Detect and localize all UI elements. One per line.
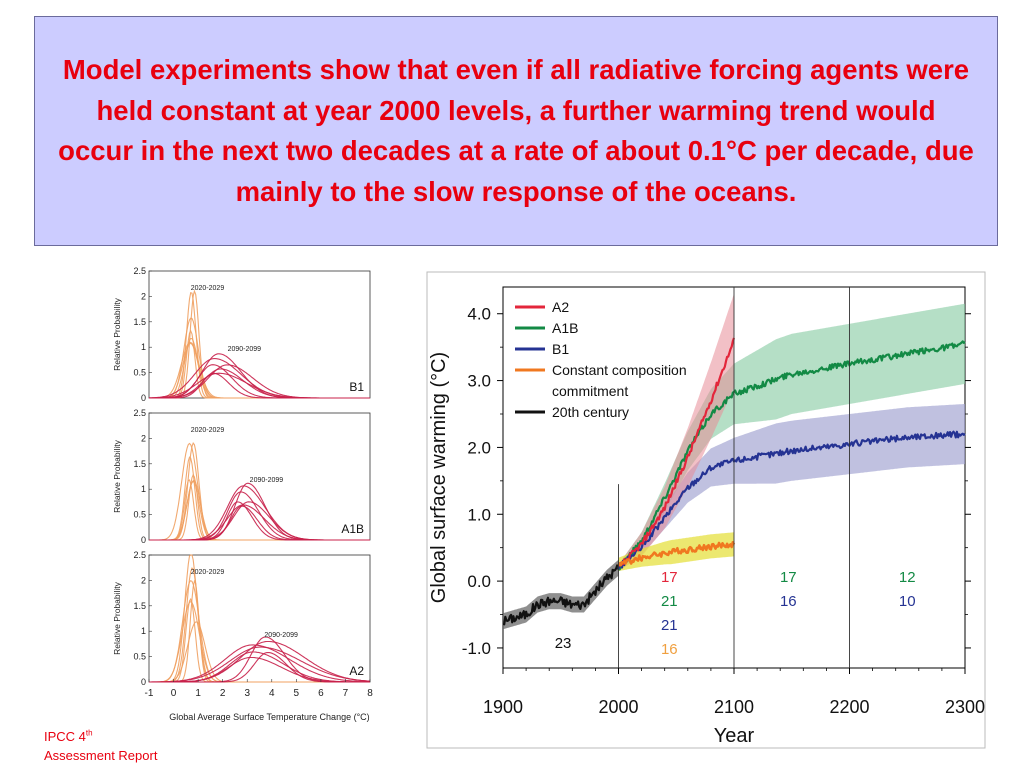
source-footer: IPCC 4th Assessment Report bbox=[44, 724, 157, 765]
source-line-2: Assessment Report bbox=[44, 748, 158, 764]
model-count-2200-2300: 12 bbox=[899, 569, 916, 586]
pdf-ytick-label: 2 bbox=[141, 433, 146, 443]
pdf-ytick-label: 1.5 bbox=[133, 601, 146, 611]
x-tick-label: 2100 bbox=[714, 697, 754, 717]
model-count-2200-2300: 10 bbox=[899, 593, 916, 610]
model-count-20th-century: 23 bbox=[555, 635, 572, 652]
series-line-20th-century bbox=[502, 564, 620, 626]
pdf-xtick-label: 5 bbox=[294, 688, 300, 699]
pdf-ytick-label: 2 bbox=[141, 291, 146, 301]
uncertainty-band-a1b bbox=[618, 303, 965, 572]
model-count-2000-2100: 17 bbox=[661, 569, 678, 586]
pdf-xtick-label: 3 bbox=[244, 688, 250, 699]
legend-label-a2: A2 bbox=[552, 299, 569, 315]
pdf-scenario-label: A2 bbox=[349, 664, 364, 678]
model-count-2000-2100: 21 bbox=[661, 593, 678, 610]
pdf-xtick-label: 6 bbox=[318, 688, 324, 699]
x-tick-label: 2300 bbox=[945, 697, 985, 717]
pdf-scenario-label: B1 bbox=[349, 380, 364, 394]
probability-panels: 0 0.5 1 1.5 2 2.5 Relative Probability 2020-202… bbox=[112, 266, 373, 722]
series-line-a2 bbox=[617, 337, 736, 567]
pdf-xtick-label: 7 bbox=[343, 688, 349, 699]
series-line-constant-composition-commitment bbox=[617, 541, 736, 567]
pdf-period-label: 2090-2099 bbox=[264, 632, 298, 639]
x-tick-label: 2000 bbox=[598, 697, 638, 717]
x-axis-label: Year bbox=[714, 725, 755, 747]
pdf-curve-2090-2099 bbox=[149, 501, 370, 541]
source-line-1: IPCC 4th bbox=[44, 729, 93, 745]
y-tick-label: 2.0 bbox=[467, 438, 491, 457]
pdf-ytick-label: 1 bbox=[141, 626, 146, 636]
model-count-2000-2100: 16 bbox=[661, 641, 678, 658]
y-tick-label: 1.0 bbox=[467, 505, 491, 524]
y-tick-label: -1.0 bbox=[462, 639, 491, 658]
x-tick-label: 1900 bbox=[483, 697, 523, 717]
pdf-xtick-label: 1 bbox=[195, 688, 201, 699]
y-tick-label: 3.0 bbox=[467, 372, 491, 391]
x-tick-label: 2200 bbox=[829, 697, 869, 717]
legend-label-a1b: A1B bbox=[552, 320, 578, 336]
pdf-ytick-label: 1.5 bbox=[133, 317, 146, 327]
pdf-ytick-label: 2.5 bbox=[133, 266, 146, 276]
legend-label-constant-composition-commitment: Constant composition bbox=[552, 362, 687, 378]
legend-label-20th-century: 20th century bbox=[552, 404, 629, 420]
model-count-2100-2200: 16 bbox=[780, 593, 797, 610]
pdf-ylabel: Relative Probability bbox=[112, 581, 122, 655]
pdf-xtick-label: 8 bbox=[367, 688, 373, 699]
pdf-period-label: 2020-2029 bbox=[191, 569, 225, 576]
pdf-curve-2090-2099 bbox=[149, 651, 370, 683]
pdf-ylabel: Relative Probability bbox=[112, 297, 122, 371]
pdf-scenario-label: A1B bbox=[341, 522, 364, 536]
pdf-ytick-label: 0.5 bbox=[133, 510, 146, 520]
pdf-period-label: 2090-2099 bbox=[250, 477, 284, 484]
legend-label-constant-composition-commitment: commitment bbox=[552, 383, 628, 399]
pdf-xtick-label: 4 bbox=[269, 688, 275, 699]
pdf-ytick-label: 0.5 bbox=[133, 652, 146, 662]
pdf-ytick-label: 0 bbox=[141, 535, 146, 545]
pdf-ytick-label: 1 bbox=[141, 342, 146, 352]
pdf-ytick-label: 2.5 bbox=[133, 550, 146, 560]
pdf-curve-2090-2099 bbox=[149, 644, 370, 683]
y-tick-label: 4.0 bbox=[467, 305, 491, 324]
pdf-ytick-label: 1.5 bbox=[133, 459, 146, 469]
pdf-curve-2090-2099 bbox=[149, 368, 370, 399]
pdf-xlabel: Global Average Surface Temperature Chang… bbox=[169, 712, 369, 722]
pdf-period-label: 2020-2029 bbox=[191, 285, 225, 292]
series-line-b1 bbox=[617, 430, 966, 570]
series-line-a1b bbox=[617, 340, 966, 571]
header-text: Model experiments show that even if all … bbox=[58, 54, 974, 207]
pdf-ytick-label: 2 bbox=[141, 575, 146, 585]
legend-label-b1: B1 bbox=[552, 341, 569, 357]
pdf-period-label: 2020-2029 bbox=[191, 427, 225, 434]
pdf-ytick-label: 0 bbox=[141, 393, 146, 403]
pdf-ytick-label: 1 bbox=[141, 484, 146, 494]
pdf-period-label: 2090-2099 bbox=[228, 346, 262, 353]
header-box: Model experiments show that even if all … bbox=[34, 16, 998, 246]
uncertainty-band-b1 bbox=[618, 404, 965, 572]
pdf-xtick-label: -1 bbox=[145, 688, 154, 699]
pdf-ytick-label: 0 bbox=[141, 677, 146, 687]
y-tick-label: 0.0 bbox=[467, 572, 491, 591]
pdf-ylabel: Relative Probability bbox=[112, 439, 122, 513]
pdf-ytick-label: 0.5 bbox=[133, 368, 146, 378]
pdf-ytick-label: 2.5 bbox=[133, 408, 146, 418]
y-axis-label: Global surface warming (°C) bbox=[428, 352, 450, 603]
pdf-xtick-label: 2 bbox=[220, 688, 226, 699]
pdf-xtick-label: 0 bbox=[171, 688, 177, 699]
model-count-2100-2200: 17 bbox=[780, 569, 797, 586]
model-count-2000-2100: 21 bbox=[661, 617, 678, 634]
uncertainty-band-a2 bbox=[618, 293, 734, 572]
